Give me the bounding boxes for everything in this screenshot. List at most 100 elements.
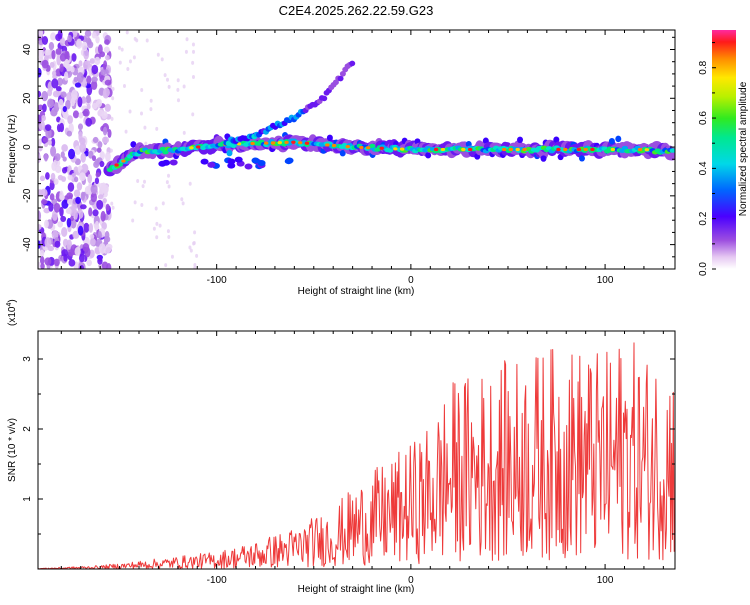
noise-blob (83, 48, 90, 60)
noise-blob (41, 36, 49, 45)
noise-blob (66, 130, 73, 137)
track-peak (522, 147, 527, 152)
speckle (145, 38, 149, 43)
noise-blob (96, 147, 102, 153)
speckle (149, 107, 153, 112)
noise-blob (41, 115, 46, 122)
speckle (192, 241, 196, 246)
noise-blob (59, 52, 67, 62)
colorbar: 0.0 0.2 0.4 0.6 0.8 Normalized spectral ampl… (698, 30, 749, 276)
noise-blob (78, 60, 83, 67)
track-peak (331, 143, 337, 148)
track-core (386, 148, 394, 153)
speckle (124, 129, 128, 134)
noise-blob (43, 207, 51, 214)
speckle (191, 60, 195, 65)
noise-blob (94, 220, 100, 231)
speckle (167, 173, 171, 178)
noise-blob (53, 159, 61, 168)
track-peak (345, 145, 350, 149)
noise-blob (60, 215, 67, 223)
noise-blob (50, 146, 57, 157)
track-peak (196, 145, 201, 149)
speckle (191, 112, 195, 117)
sub-blob (200, 158, 209, 165)
colorbar-tick-label: 0.4 (698, 161, 709, 175)
colorbar-tick-label: 0.8 (698, 60, 709, 74)
figure-title: C2E4.2025.262.22.59.G23 (279, 3, 434, 18)
noise-blob (99, 160, 105, 168)
snr-xtick-label: 100 (597, 575, 614, 586)
snr-ytick-label: 3 (22, 356, 33, 362)
noise-blob (51, 70, 57, 77)
noise-blob (76, 72, 84, 84)
track-peak (114, 163, 119, 167)
noise-blob (60, 91, 67, 98)
track-core (162, 150, 169, 155)
noise-blob (97, 231, 102, 239)
speckle (166, 229, 170, 234)
track-peak (359, 145, 364, 150)
noise-blob (38, 104, 44, 111)
track-peak (263, 141, 269, 145)
noise-blob (102, 87, 110, 98)
snr-xtick-label: -100 (207, 575, 227, 586)
noise-blob (53, 258, 60, 267)
noise-blob (84, 30, 92, 38)
branch-blob (337, 75, 344, 82)
speckle (180, 197, 184, 202)
noise-blob (41, 90, 49, 102)
speckle (193, 262, 197, 267)
noise-blob (60, 151, 65, 159)
noise-blob (49, 61, 55, 68)
noise-blob (39, 249, 45, 257)
sub-blob (284, 158, 293, 165)
track-peak (291, 140, 296, 144)
colorbar-label: Normalized spectral amplitude (738, 81, 749, 216)
track-peak (277, 141, 282, 145)
noise-blob (57, 174, 64, 181)
speckle (155, 126, 159, 131)
noise-blob (57, 77, 64, 86)
noise-blob (39, 256, 45, 265)
noise-blob (107, 129, 112, 138)
noise-blob (73, 189, 81, 198)
noise-blob (46, 89, 53, 97)
noise-blob (71, 89, 78, 101)
speckle (164, 263, 168, 268)
noise-blob (74, 246, 81, 257)
colorbar-tick-label: 0.0 (698, 262, 709, 276)
noise-blob (42, 103, 47, 113)
noise-blob (88, 207, 93, 217)
noise-blob (85, 117, 93, 127)
noise-blob (67, 174, 73, 181)
speckle (141, 184, 145, 189)
spectrogram-ytick-label: -20 (22, 188, 33, 203)
track-peak (515, 147, 520, 152)
speckle (158, 223, 162, 228)
noise-blob (101, 261, 109, 269)
track-peak (576, 147, 582, 152)
branch-blob (349, 60, 356, 67)
noise-blob (97, 194, 104, 200)
noise-blob (72, 110, 80, 119)
noise-blob (80, 152, 86, 163)
noise-blob (67, 182, 75, 192)
speckle (122, 84, 126, 89)
track-spur (339, 150, 346, 157)
speckle (191, 42, 195, 47)
sub-blob (257, 160, 266, 167)
speckle (132, 55, 136, 60)
spectrogram-xtick-label: 0 (408, 275, 414, 286)
noise-blob (89, 233, 95, 240)
noise-blob (91, 32, 97, 39)
noise-blob (89, 238, 96, 246)
spectrogram-marks (38, 30, 675, 269)
noise-blob (73, 176, 79, 183)
speckle (140, 203, 144, 208)
track-spur (540, 155, 547, 162)
noise-blob (73, 209, 78, 220)
noise-blob (62, 156, 67, 162)
noise-blob (103, 46, 110, 53)
